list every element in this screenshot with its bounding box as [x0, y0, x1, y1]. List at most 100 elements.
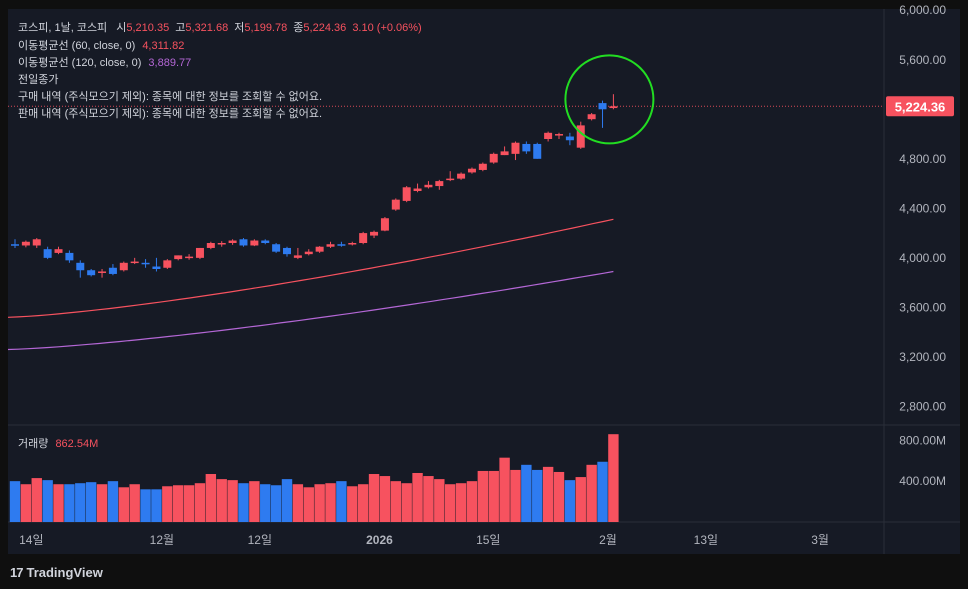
candle-body: [54, 249, 63, 253]
volume-bar: [564, 480, 576, 522]
candle-body: [565, 136, 574, 141]
time-axis-label: 12월: [150, 533, 174, 547]
volume-bar: [542, 466, 554, 522]
ma120-value: 3,889.77: [148, 57, 192, 69]
volume-bar: [379, 476, 391, 522]
candle-body: [195, 247, 204, 258]
volume-bar: [118, 487, 129, 522]
volume-bar: [303, 487, 314, 522]
volume-tick-label: 800.00M: [899, 433, 946, 447]
volume-bar: [357, 484, 369, 522]
candle-body: [533, 143, 542, 159]
volume-bar: [510, 469, 521, 522]
volume-bar: [586, 464, 597, 522]
candle-body: [293, 255, 302, 258]
volume-bar: [260, 484, 271, 522]
volume-bar: [575, 477, 586, 522]
candle-body: [152, 266, 161, 269]
price-tick-label: 3,600.00: [899, 300, 946, 314]
volume-bar: [553, 471, 565, 522]
volume-bar: [9, 481, 21, 522]
candle-body: [87, 270, 96, 276]
volume-bar: [151, 489, 162, 522]
candle-body: [609, 106, 618, 109]
ma60-legend[interactable]: 이동평균선 (60, close, 0) 4,311.82: [18, 37, 184, 53]
low-label: 저: [234, 22, 245, 34]
symbol-title: 코스피, 1날, 코스피: [18, 22, 108, 34]
volume-bar: [488, 470, 499, 522]
candle-body: [261, 240, 270, 243]
volume-bar: [173, 485, 184, 522]
close-label: 종: [293, 22, 304, 34]
candle-body: [43, 249, 52, 258]
time-axis-label: 3월: [811, 533, 829, 547]
candle-body: [587, 114, 596, 120]
volume-bar: [85, 482, 97, 522]
volume-value: 862.54M: [55, 438, 99, 450]
high-value: 5,321.68: [185, 22, 229, 34]
volume-bar: [129, 484, 140, 522]
candle-body: [239, 239, 248, 246]
volume-bar: [96, 484, 108, 522]
candle-body: [228, 240, 237, 243]
tradingview-branding[interactable]: 17 TradingView: [10, 564, 103, 580]
buy-history-legend[interactable]: 구매 내역 (주식모으기 제외): 종목에 대한 정보를 조회할 수 없어요.: [18, 88, 322, 104]
volume-bar: [347, 486, 358, 522]
candle-body: [598, 103, 607, 110]
candle-body: [478, 163, 487, 170]
volume-legend[interactable]: 거래량 862.54M: [18, 435, 98, 451]
ma120-label: 이동평균선 (120, close, 0): [18, 57, 142, 69]
candle-body: [76, 262, 85, 271]
price-tick-label: 4,400.00: [899, 201, 946, 215]
ma120-line: [7, 270, 614, 351]
candle-body: [315, 246, 324, 252]
chart-frame: [8, 9, 960, 554]
volume-bar: [532, 469, 543, 522]
candle-body: [413, 188, 422, 191]
sell-history-legend[interactable]: 판매 내역 (주식모으기 제외): 종목에 대한 정보를 조회할 수 없어요.: [18, 105, 322, 121]
volume-bar: [466, 481, 478, 522]
candle-body: [141, 262, 150, 265]
candle-body: [457, 173, 466, 179]
prev-close-label: 전일종가: [18, 74, 59, 86]
prev-close-legend[interactable]: 전일종가: [18, 71, 58, 87]
volume-bar: [336, 481, 347, 522]
volume-bar: [183, 485, 195, 522]
volume-bar: [434, 479, 445, 522]
candle-body: [108, 267, 117, 274]
volume-bar: [162, 486, 173, 522]
volume-bar: [325, 483, 336, 522]
candle-body: [32, 239, 41, 246]
change-value: 3.10 (+0.06%): [352, 22, 422, 34]
candle-body: [326, 244, 335, 247]
volume-bar: [412, 472, 423, 522]
ma60-label: 이동평균선 (60, close, 0): [18, 40, 136, 52]
candle-body: [359, 233, 368, 243]
ohlc-legend: 코스피, 1날, 코스피 시5,210.35 고5,321.68 저5,199.…: [18, 19, 422, 35]
volume-bar: [75, 483, 86, 522]
volume-bar: [390, 481, 401, 522]
buy-note: 구매 내역 (주식모으기 제외): 종목에 대한 정보를 조회할 수 없어요.: [18, 91, 323, 103]
price-tick-label: 4,000.00: [899, 251, 946, 265]
volume-bar: [521, 464, 532, 522]
candle-body: [380, 218, 389, 231]
sell-note: 판매 내역 (주식모으기 제외): 종목에 대한 정보를 조회할 수 없어요.: [18, 108, 323, 120]
volume-bar: [238, 483, 249, 522]
candle-body: [174, 255, 183, 260]
candle-body: [467, 168, 476, 173]
ma120-legend[interactable]: 이동평균선 (120, close, 0) 3,889.77: [18, 54, 191, 70]
candle-body: [446, 178, 455, 181]
volume-bar: [31, 478, 42, 522]
candle-body: [402, 187, 411, 201]
tradingview-logo-text: TradingView: [26, 564, 103, 580]
volume-bar: [292, 484, 304, 522]
candle-body: [272, 244, 281, 252]
volume-bar: [597, 461, 608, 522]
candle-body: [337, 244, 346, 246]
volume-bar: [499, 457, 510, 522]
time-axis-label: 12일: [248, 533, 272, 547]
time-axis-label: 15일: [476, 533, 500, 547]
ma60-line: [7, 218, 614, 318]
